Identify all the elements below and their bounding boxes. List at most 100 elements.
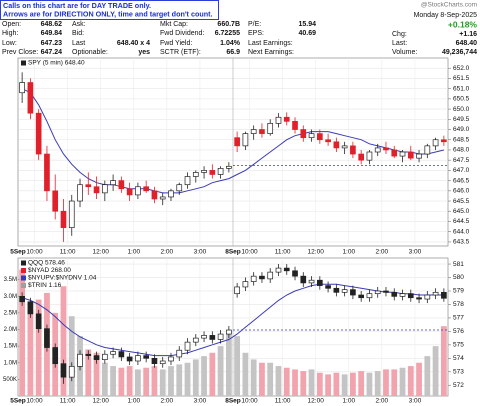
quote-label: SCTR (ETF): bbox=[160, 49, 201, 56]
candle-body bbox=[341, 145, 348, 149]
notice-line: Calls on this chart are for DAY TRADE on… bbox=[3, 1, 151, 10]
volume-bar bbox=[19, 269, 26, 396]
candle-body bbox=[135, 186, 141, 196]
volume-bar bbox=[399, 367, 406, 396]
volume-bar bbox=[27, 309, 34, 396]
volume-bar bbox=[201, 356, 207, 396]
volume-bar bbox=[341, 374, 348, 396]
y-tick-label: 646.0 bbox=[453, 188, 470, 195]
candle-body bbox=[85, 353, 92, 356]
y-tick-label: 575 bbox=[453, 342, 464, 349]
quote-value: 647.24 bbox=[41, 49, 63, 56]
candle-body bbox=[234, 286, 240, 295]
volume-bar bbox=[60, 286, 67, 396]
summary-label: Chg: bbox=[392, 31, 407, 38]
volume-bar bbox=[184, 362, 191, 396]
candle-body bbox=[325, 285, 331, 289]
x-tick-label: 1:00 bbox=[342, 249, 355, 256]
candle-body bbox=[110, 180, 116, 186]
candle-body bbox=[333, 287, 340, 293]
volume-bar bbox=[374, 371, 381, 396]
x-tick-label: 3:00 bbox=[409, 398, 422, 405]
y-tick-label: 578 bbox=[453, 301, 464, 308]
candle-body bbox=[399, 293, 406, 297]
candle-body bbox=[424, 294, 431, 300]
watermark: @StockCharts.com bbox=[421, 2, 477, 9]
x-tick-label: 11:00 bbox=[275, 398, 291, 405]
candle-body bbox=[350, 289, 356, 296]
candle-body bbox=[300, 129, 307, 139]
candle-body bbox=[292, 270, 298, 277]
y-tick-label: 651.5 bbox=[453, 75, 470, 82]
candle-body bbox=[44, 153, 50, 192]
candle-body bbox=[209, 335, 216, 340]
volume-bar bbox=[416, 362, 422, 396]
candle-body bbox=[93, 186, 100, 194]
quote-label: Fwd Yield: bbox=[160, 40, 192, 47]
quote-label: Last bbox=[72, 40, 85, 47]
quote-label: Bid: bbox=[72, 30, 84, 37]
y-tick-label: 576 bbox=[453, 328, 464, 335]
x-tick-label: 3:00 bbox=[194, 249, 207, 256]
candle-body bbox=[374, 147, 381, 153]
candle-body bbox=[19, 296, 25, 303]
quote-label: Last Earnings: bbox=[248, 40, 293, 47]
candle-body bbox=[101, 184, 108, 194]
x-tick-label: 2:00 bbox=[161, 249, 174, 256]
candle-body bbox=[44, 328, 50, 348]
volume-bar bbox=[391, 369, 398, 396]
candle-body bbox=[259, 275, 265, 280]
legend-entry: $NYAD 268.00 bbox=[28, 267, 71, 274]
x-tick-label: 1:00 bbox=[127, 398, 140, 405]
candle-body bbox=[201, 170, 207, 173]
volume-tick-label: 3.0M bbox=[4, 294, 17, 300]
candle-body bbox=[391, 291, 398, 297]
candle-body bbox=[77, 184, 83, 202]
y-tick-label: 650.5 bbox=[453, 96, 470, 103]
candle-body bbox=[126, 188, 133, 196]
candle-body bbox=[192, 337, 199, 343]
candle-body bbox=[151, 190, 158, 200]
y-tick-label: 579 bbox=[453, 288, 464, 295]
volume-bar bbox=[259, 362, 265, 396]
quote-value: yes bbox=[138, 49, 150, 56]
y-tick-label: 643.5 bbox=[453, 239, 470, 246]
candle-body bbox=[391, 149, 398, 157]
candle-body bbox=[85, 184, 92, 188]
candle-body bbox=[60, 363, 67, 378]
volume-bar bbox=[283, 367, 290, 396]
candle-body bbox=[242, 133, 249, 147]
candle-body bbox=[441, 139, 447, 143]
volume-bar bbox=[325, 374, 331, 396]
volume-bar bbox=[110, 366, 116, 396]
candle-body bbox=[275, 116, 282, 124]
candle-body bbox=[159, 196, 166, 200]
candle-body bbox=[143, 186, 150, 192]
volume-bar bbox=[440, 326, 447, 396]
x-tick-label: 10:00 bbox=[26, 398, 43, 405]
candle-body bbox=[250, 275, 257, 282]
quote-label: High: bbox=[2, 30, 18, 37]
candle-body bbox=[226, 329, 232, 335]
volume-bar bbox=[275, 366, 282, 396]
candle-body bbox=[110, 351, 116, 355]
volume-tick-label: 1.5M bbox=[4, 344, 17, 350]
candle-body bbox=[35, 112, 42, 155]
x-tick-label: 12:00 bbox=[308, 249, 325, 256]
volume-bar bbox=[176, 364, 183, 396]
y-tick-label: 650.0 bbox=[453, 106, 470, 113]
volume-bar bbox=[225, 332, 232, 396]
y-tick-label: 646.5 bbox=[453, 177, 470, 184]
candle-body bbox=[226, 165, 232, 169]
notice-box bbox=[0, 0, 219, 20]
quote-value: 649.84 bbox=[41, 30, 63, 37]
quote-label: Mkt Cap: bbox=[160, 21, 188, 28]
y-tick-label: 574 bbox=[453, 355, 464, 362]
x-tick-label: 1:00 bbox=[127, 249, 140, 256]
summary-value: Monday 8-Sep-2025 bbox=[414, 12, 478, 19]
x-tick-label: 11:00 bbox=[275, 249, 291, 256]
volume-bar bbox=[35, 299, 42, 396]
quote-label: EPS: bbox=[248, 30, 264, 37]
x-tick-label: 3:00 bbox=[409, 249, 422, 256]
